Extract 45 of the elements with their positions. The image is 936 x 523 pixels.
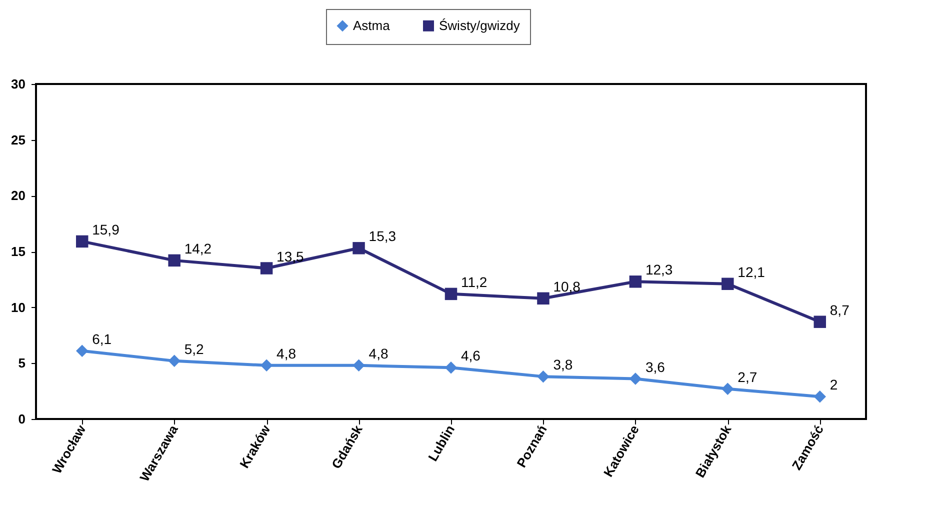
point — [76, 344, 88, 358]
data-label: 12,1 — [738, 264, 766, 280]
data-label: 2,7 — [738, 368, 758, 385]
data-label: 12,3 — [645, 262, 673, 278]
data-label: 13,5 — [276, 248, 304, 264]
point — [168, 354, 180, 368]
point — [444, 362, 458, 374]
point — [814, 390, 826, 403]
point — [722, 278, 734, 290]
legend-label: Świsty/gwizdy — [439, 18, 520, 33]
y-tick-label: 5 — [18, 356, 26, 371]
y-tick-label: 25 — [11, 132, 26, 148]
point — [444, 288, 458, 300]
data-label: 3,8 — [553, 356, 573, 373]
y-tick-label: 30 — [11, 76, 26, 92]
data-label: 10,8 — [553, 278, 581, 294]
point — [537, 370, 550, 383]
point — [629, 276, 642, 288]
data-label: 15,3 — [368, 228, 396, 244]
point — [352, 242, 365, 254]
legend-label: Astma — [353, 18, 391, 33]
data-label: 14,2 — [184, 240, 212, 256]
y-tick-label: 20 — [11, 188, 26, 204]
point — [722, 382, 734, 395]
y-tick-label: 10 — [11, 300, 26, 315]
y-tick-label: 0 — [18, 412, 26, 426]
data-label: 3,6 — [645, 358, 666, 375]
data-label: 4,8 — [276, 345, 296, 362]
data-label: 5,2 — [184, 340, 204, 357]
point — [537, 292, 550, 305]
point — [76, 235, 88, 248]
point — [629, 372, 642, 385]
point — [814, 316, 826, 328]
data-label: 8,7 — [830, 302, 850, 318]
point — [168, 254, 180, 267]
data-label: 4,8 — [368, 345, 388, 362]
data-label: 4,6 — [461, 348, 481, 364]
data-label: 2 — [830, 376, 838, 393]
data-label: 11,2 — [461, 274, 488, 290]
point — [352, 359, 365, 372]
point — [260, 262, 273, 274]
data-label: 15,9 — [92, 221, 120, 238]
data-label: 6,1 — [92, 330, 112, 347]
y-tick-label: 15 — [11, 244, 26, 259]
point — [260, 359, 273, 372]
